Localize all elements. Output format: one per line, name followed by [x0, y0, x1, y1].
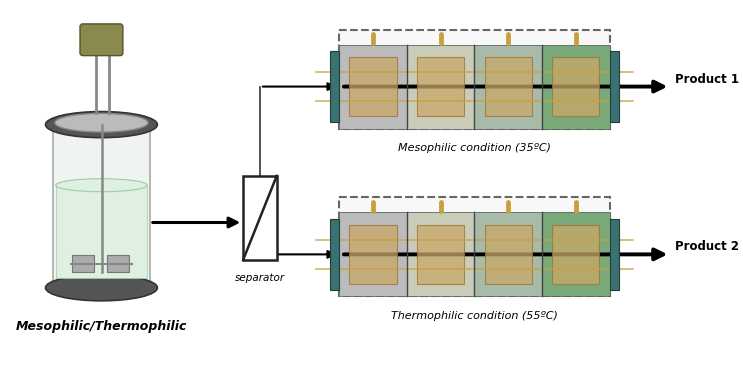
- Bar: [484, 225, 532, 284]
- Bar: [340, 212, 609, 296]
- Bar: [417, 57, 464, 116]
- Bar: [71, 255, 94, 272]
- Bar: [243, 176, 276, 260]
- Bar: [609, 52, 619, 122]
- Bar: [349, 225, 397, 284]
- Bar: [542, 212, 609, 296]
- Ellipse shape: [56, 179, 147, 192]
- Bar: [406, 212, 474, 296]
- Text: separator: separator: [235, 273, 285, 283]
- Bar: [349, 57, 397, 116]
- Text: Product 2: Product 2: [675, 240, 739, 253]
- Bar: [330, 219, 340, 290]
- Bar: [609, 219, 619, 290]
- Bar: [484, 57, 532, 116]
- Bar: [340, 197, 609, 296]
- Bar: [417, 225, 464, 284]
- Text: Product 1: Product 1: [675, 73, 739, 86]
- Bar: [552, 57, 600, 116]
- Text: Mesophilic/Thermophilic: Mesophilic/Thermophilic: [16, 320, 187, 334]
- FancyBboxPatch shape: [53, 124, 150, 288]
- Bar: [542, 45, 609, 129]
- Ellipse shape: [55, 114, 148, 132]
- Bar: [552, 225, 600, 284]
- Bar: [107, 255, 129, 272]
- Ellipse shape: [45, 112, 158, 138]
- Bar: [340, 45, 406, 129]
- Bar: [340, 29, 609, 129]
- Text: Mesophilic condition (35ºC): Mesophilic condition (35ºC): [398, 143, 551, 153]
- Bar: [340, 212, 406, 296]
- Ellipse shape: [45, 275, 158, 301]
- Bar: [406, 45, 474, 129]
- Bar: [474, 212, 542, 296]
- Text: Thermophilic condition (55ºC): Thermophilic condition (55ºC): [391, 311, 558, 321]
- Bar: [474, 45, 542, 129]
- Bar: [330, 52, 340, 122]
- Bar: [340, 45, 609, 129]
- FancyBboxPatch shape: [80, 24, 123, 56]
- Bar: [56, 185, 147, 279]
